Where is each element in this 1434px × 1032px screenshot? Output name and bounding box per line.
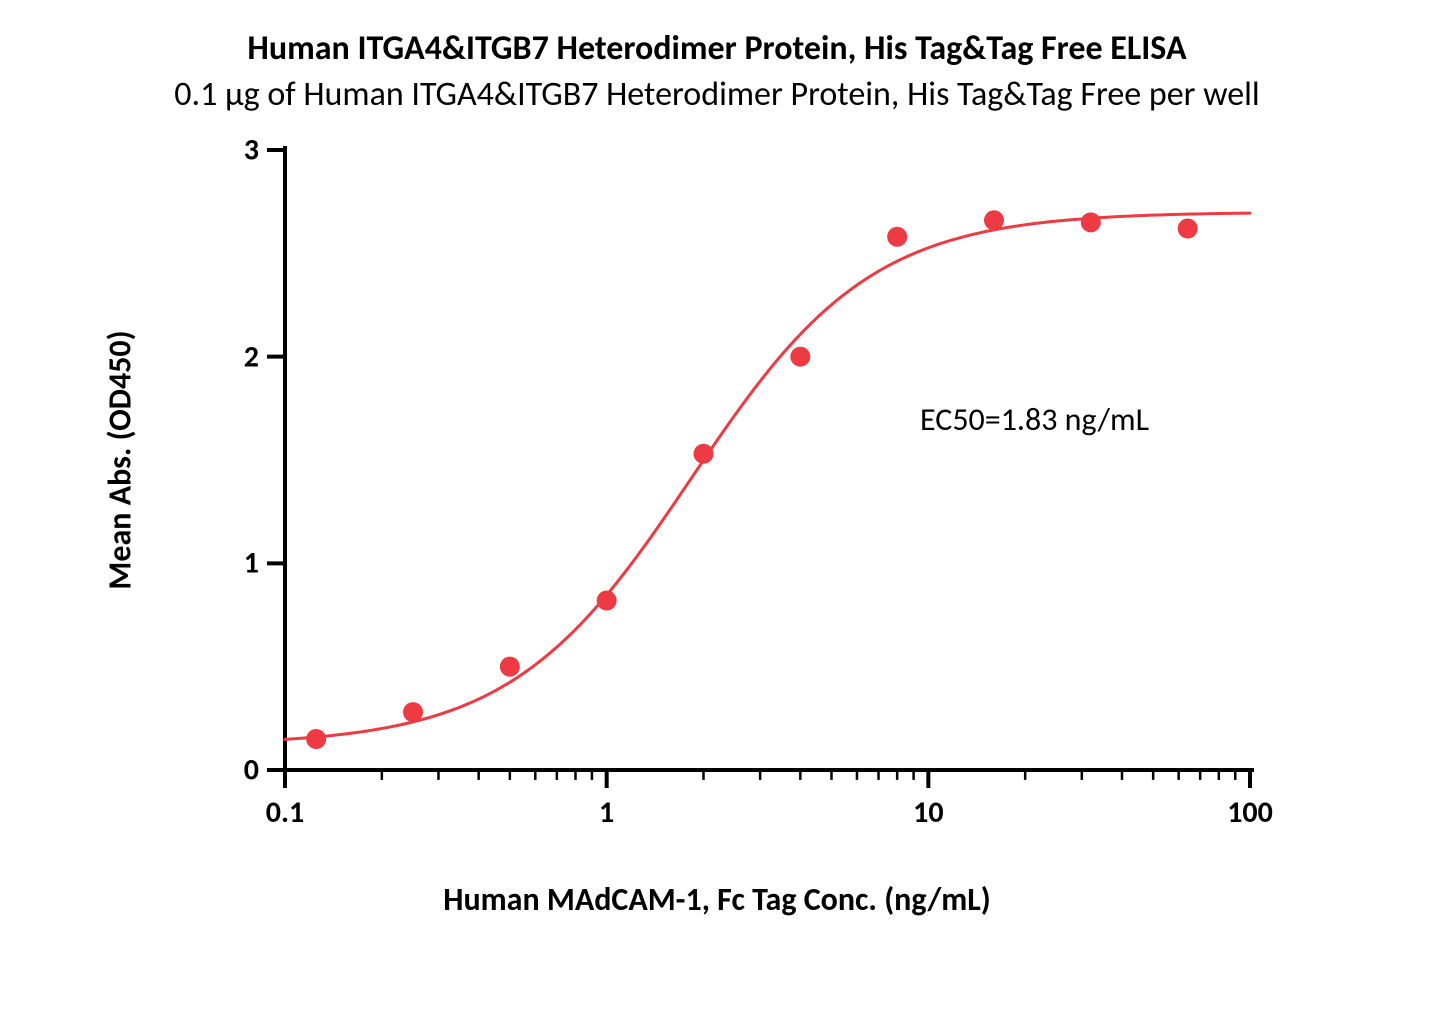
chart-container: { "titles": { "main": "Human ITGA4&ITGB7…	[0, 0, 1434, 1032]
elisa-plot	[0, 0, 1434, 1032]
data-point	[887, 227, 907, 247]
data-point	[984, 210, 1004, 230]
ec50-annotation: EC50=1.83 ng/mL	[920, 400, 1149, 439]
y-tick-label: 0	[244, 752, 259, 789]
y-tick-label: 2	[244, 338, 259, 375]
data-point	[693, 444, 713, 464]
x-tick-label: 10	[913, 794, 943, 831]
data-point	[500, 657, 520, 677]
x-axis-label: Human MAdCAM-1, Fc Tag Conc. (ng/mL)	[0, 880, 1434, 919]
data-point	[1081, 212, 1101, 232]
data-point	[403, 702, 423, 722]
data-point	[306, 729, 326, 749]
y-axis-label: Mean Abs. (OD450)	[101, 330, 140, 589]
x-tick-label: 100	[1227, 794, 1273, 831]
data-point	[1178, 219, 1198, 239]
data-point	[790, 347, 810, 367]
data-point	[597, 591, 617, 611]
y-tick-label: 3	[244, 132, 259, 169]
y-tick-label: 1	[244, 545, 259, 582]
x-tick-label: 1	[599, 794, 614, 831]
x-tick-label: 0.1	[266, 794, 304, 831]
